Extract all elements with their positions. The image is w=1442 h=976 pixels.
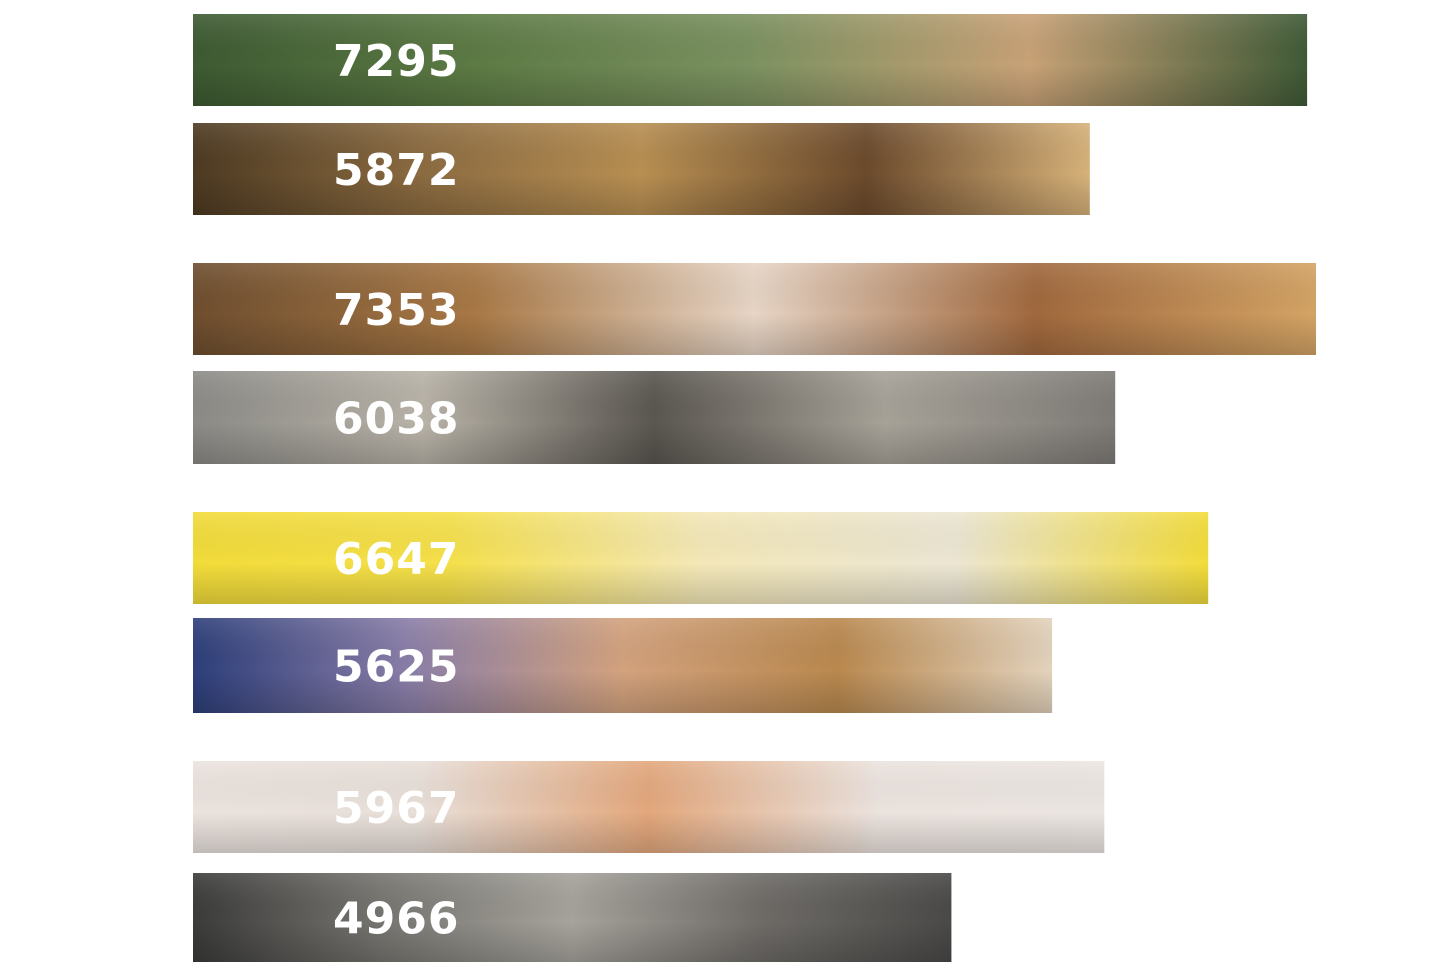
bar-animal-shelter: [193, 873, 952, 962]
bar-value-label: 4966: [333, 894, 459, 945]
bar-photo-shading: [193, 618, 1053, 713]
bar-photo-shading: [193, 263, 1316, 355]
bar-value-label: 7295: [333, 36, 459, 87]
labels-layer: 7295 5872 7353 6038 6647 5625 5967 4966: [333, 36, 459, 945]
bar-value-label: 7353: [333, 285, 459, 336]
bar-photo-shading: [193, 123, 1090, 215]
bar-white-puppy-yellow: [193, 512, 1209, 604]
bar-puppy-on-grass: [193, 14, 1308, 106]
bars-layer: [193, 14, 1316, 962]
bar-poodle-walk: [193, 123, 1090, 215]
bar-photo-shading: [193, 371, 1116, 464]
bar-photo-shading: [193, 14, 1308, 106]
bar-photo-shading: [193, 873, 952, 962]
bar-value-label: 6647: [333, 534, 459, 585]
bar-photo-shading: [193, 512, 1209, 604]
bar-spotted-dog-sunset: [193, 263, 1316, 355]
bar-value-label: 5625: [333, 642, 459, 693]
bar-photo-shading: [193, 761, 1105, 853]
bar-hugging-dog: [193, 618, 1053, 713]
bar-kittens-in-cage: [193, 371, 1116, 464]
bar-smiling-kitten: [193, 761, 1105, 853]
bar-value-label: 6038: [333, 394, 459, 445]
bar-value-label: 5967: [333, 783, 459, 834]
bar-value-label: 5872: [333, 145, 459, 196]
